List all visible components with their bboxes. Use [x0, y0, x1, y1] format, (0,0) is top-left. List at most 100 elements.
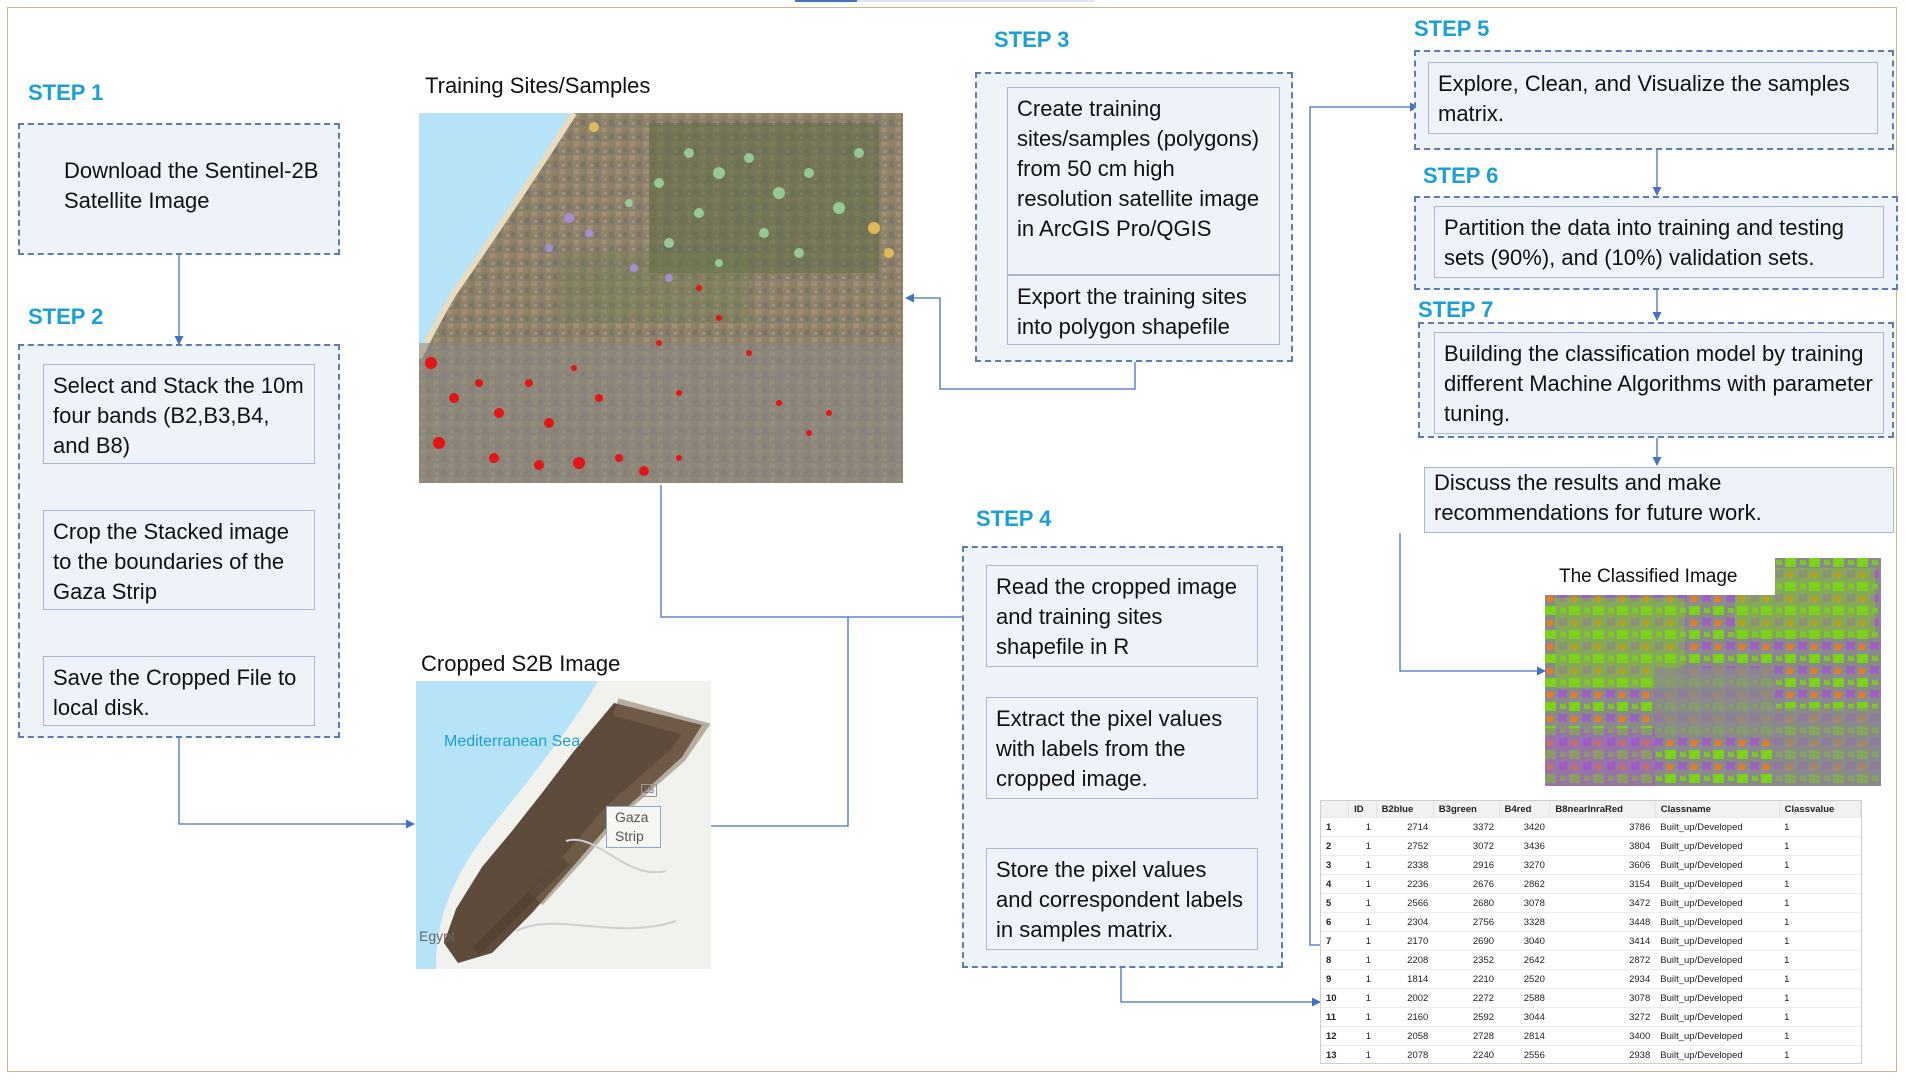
- matrix-cell: 1: [1348, 950, 1377, 970]
- matrix-cell: 2588: [1499, 988, 1550, 1008]
- matrix-cell: 1: [1779, 836, 1861, 856]
- step1-text: Download the Sentinel-2B Satellite Image: [64, 158, 319, 213]
- cropped-s2b-map: Mediterranean Sea Gaza Strip Egypt 25: [416, 681, 711, 969]
- matrix-cell: 2: [1321, 836, 1349, 856]
- matrix-cell: 3472: [1549, 893, 1656, 913]
- matrix-cell: 2058: [1376, 1026, 1434, 1046]
- table-row: 4 1 2236 2676 2862 3154 Built_up/Developed 1: [1321, 874, 1861, 894]
- matrix-cell: 1: [1348, 969, 1377, 989]
- matrix-cell: 1: [1348, 836, 1377, 856]
- matrix-cell: Built_up/Developed: [1655, 893, 1780, 913]
- matrix-cell: 2872: [1549, 950, 1656, 970]
- matrix-cell: 2938: [1549, 1045, 1656, 1063]
- arrow-step4-to-matrix: [1120, 968, 1321, 1007]
- matrix-cell: 1: [1321, 817, 1349, 837]
- matrix-cell: 10: [1321, 988, 1349, 1008]
- matrix-cell: 13: [1321, 1045, 1349, 1063]
- matrix-cell: 2002: [1376, 988, 1434, 1008]
- matrix-cell: 2642: [1499, 950, 1550, 970]
- matrix-cell: 1: [1348, 912, 1377, 932]
- matrix-cell: 1: [1779, 855, 1861, 875]
- matrix-cell: 2210: [1433, 969, 1500, 989]
- matrix-cell: 2814: [1499, 1026, 1550, 1046]
- matrix-cell: 2566: [1376, 893, 1434, 913]
- matrix-cell: 2862: [1499, 874, 1550, 894]
- matrix-cell: 1: [1779, 931, 1861, 951]
- step3-box-export: Export the training sites into polygon s…: [1007, 275, 1280, 345]
- top-progress-bar: [795, 0, 1095, 2]
- step7-box: Building the classification model by tra…: [1434, 332, 1884, 434]
- training-sites-image: [419, 113, 903, 483]
- step6-label: STEP 6: [1423, 163, 1499, 188]
- matrix-cell: 3072: [1433, 836, 1500, 856]
- matrix-cell: 2752: [1376, 836, 1434, 856]
- matrix-cell: 1: [1779, 969, 1861, 989]
- samples-matrix-table: ID B2blue B3green B4red B8nearInraRed Classna…: [1320, 800, 1862, 1064]
- matrix-header-cell: Classname: [1655, 801, 1780, 818]
- cropped-image-caption: Cropped S2B Image: [421, 651, 621, 676]
- matrix-cell: 1: [1779, 950, 1861, 970]
- matrix-cell: 7: [1321, 931, 1349, 951]
- samples-matrix-grid: ID B2blue B3green B4red B8nearInraRed Classna…: [1321, 801, 1861, 1063]
- matrix-cell: 3400: [1549, 1026, 1656, 1046]
- matrix-cell: Built_up/Developed: [1655, 1045, 1780, 1063]
- matrix-cell: 1: [1348, 874, 1377, 894]
- matrix-cell: Built_up/Developed: [1655, 1007, 1780, 1027]
- matrix-cell: 2338: [1376, 855, 1434, 875]
- arrow-step2-to-cropped: [178, 738, 415, 829]
- final-discussion-box: Discuss the results and make recommendat…: [1424, 467, 1894, 533]
- matrix-cell: 4: [1321, 874, 1349, 894]
- training-image-caption: Training Sites/Samples: [425, 73, 651, 98]
- arrow-cropped-to-step4: [711, 617, 849, 827]
- step2-box-crop: Crop the Stacked image to the boundaries…: [43, 510, 315, 610]
- table-row: 13 1 2078 2240 2556 2938 Built_up/Developed 1: [1321, 1045, 1861, 1063]
- matrix-header-cell: B2blue: [1376, 801, 1434, 818]
- table-row: 11 1 2160 2592 3044 3272 Built_up/Developed 1: [1321, 1007, 1861, 1027]
- matrix-cell: 3272: [1549, 1007, 1656, 1027]
- matrix-cell: 3: [1321, 855, 1349, 875]
- matrix-cell: 3040: [1499, 931, 1550, 951]
- matrix-cell: 3328: [1499, 912, 1550, 932]
- matrix-cell: 1: [1348, 893, 1377, 913]
- matrix-cell: 2592: [1433, 1007, 1500, 1027]
- matrix-cell: 1: [1348, 855, 1377, 875]
- step5-box: Explore, Clean, and Visualize the sample…: [1428, 62, 1878, 134]
- matrix-cell: Built_up/Developed: [1655, 931, 1780, 951]
- classified-image: [1545, 558, 1881, 786]
- step1-label: STEP 1: [28, 80, 104, 105]
- matrix-cell: 1: [1779, 1045, 1861, 1063]
- matrix-cell: 2690: [1433, 931, 1500, 951]
- matrix-cell: 3448: [1549, 912, 1656, 932]
- matrix-cell: 2934: [1549, 969, 1656, 989]
- matrix-cell: 2916: [1433, 855, 1500, 875]
- table-row: 8 1 2208 2352 2642 2872 Built_up/Developed 1: [1321, 950, 1861, 970]
- matrix-cell: 1: [1779, 874, 1861, 894]
- table-row: 7 1 2170 2690 3040 3414 Built_up/Developed 1: [1321, 931, 1861, 951]
- table-row: 9 1 1814 2210 2520 2934 Built_up/Developed 1: [1321, 969, 1861, 989]
- step7-label: STEP 7: [1418, 297, 1494, 322]
- matrix-cell: 12: [1321, 1026, 1349, 1046]
- mediterranean-sea-label: Mediterranean Sea: [444, 733, 581, 750]
- matrix-cell: 2078: [1376, 1045, 1434, 1063]
- matrix-cell: 3372: [1433, 817, 1500, 837]
- table-row: 5 1 2566 2680 3078 3472 Built_up/Developed 1: [1321, 893, 1861, 913]
- matrix-cell: 3154: [1549, 874, 1656, 894]
- matrix-cell: 1: [1779, 817, 1861, 837]
- matrix-cell: 2352: [1433, 950, 1500, 970]
- matrix-cell: 1: [1779, 988, 1861, 1008]
- arrow-final-to-classified: [1399, 533, 1546, 676]
- matrix-cell: 2676: [1433, 874, 1500, 894]
- matrix-cell: Built_up/Developed: [1655, 969, 1780, 989]
- matrix-cell: 3786: [1549, 817, 1656, 837]
- matrix-cell: 2272: [1433, 988, 1500, 1008]
- matrix-cell: Built_up/Developed: [1655, 874, 1780, 894]
- route-shield: 25: [641, 784, 658, 797]
- matrix-cell: 1: [1348, 817, 1377, 837]
- step1-panel: [18, 123, 340, 255]
- table-row: 2 1 2752 3072 3436 3804 Built_up/Developed 1: [1321, 836, 1861, 856]
- matrix-cell: 2556: [1499, 1045, 1550, 1063]
- arrow-training-to-step4: [660, 485, 987, 622]
- matrix-cell: 2170: [1376, 931, 1434, 951]
- classified-image-caption: The Classified Image: [1545, 558, 1775, 595]
